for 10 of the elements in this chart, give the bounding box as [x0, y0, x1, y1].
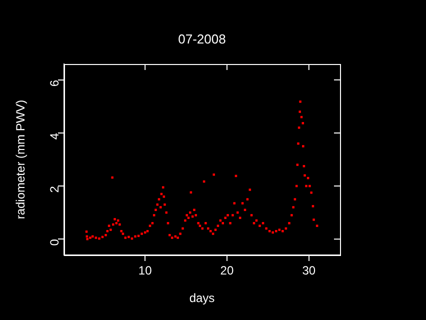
y-axis-title: radiometer (mm PWV)	[14, 100, 28, 220]
x-tick-label: 30	[302, 264, 316, 278]
y-tick-label: 0	[47, 238, 62, 246]
y-tick-label: 4	[47, 132, 62, 140]
x-tick-label: 10	[138, 264, 152, 278]
y-tick-label: 6	[47, 80, 62, 87]
y-tick-label: 2	[47, 186, 62, 193]
x-tick-label: 20	[220, 264, 234, 278]
chart-title: 07-2008	[178, 32, 226, 47]
x-axis-title: days	[189, 291, 215, 306]
